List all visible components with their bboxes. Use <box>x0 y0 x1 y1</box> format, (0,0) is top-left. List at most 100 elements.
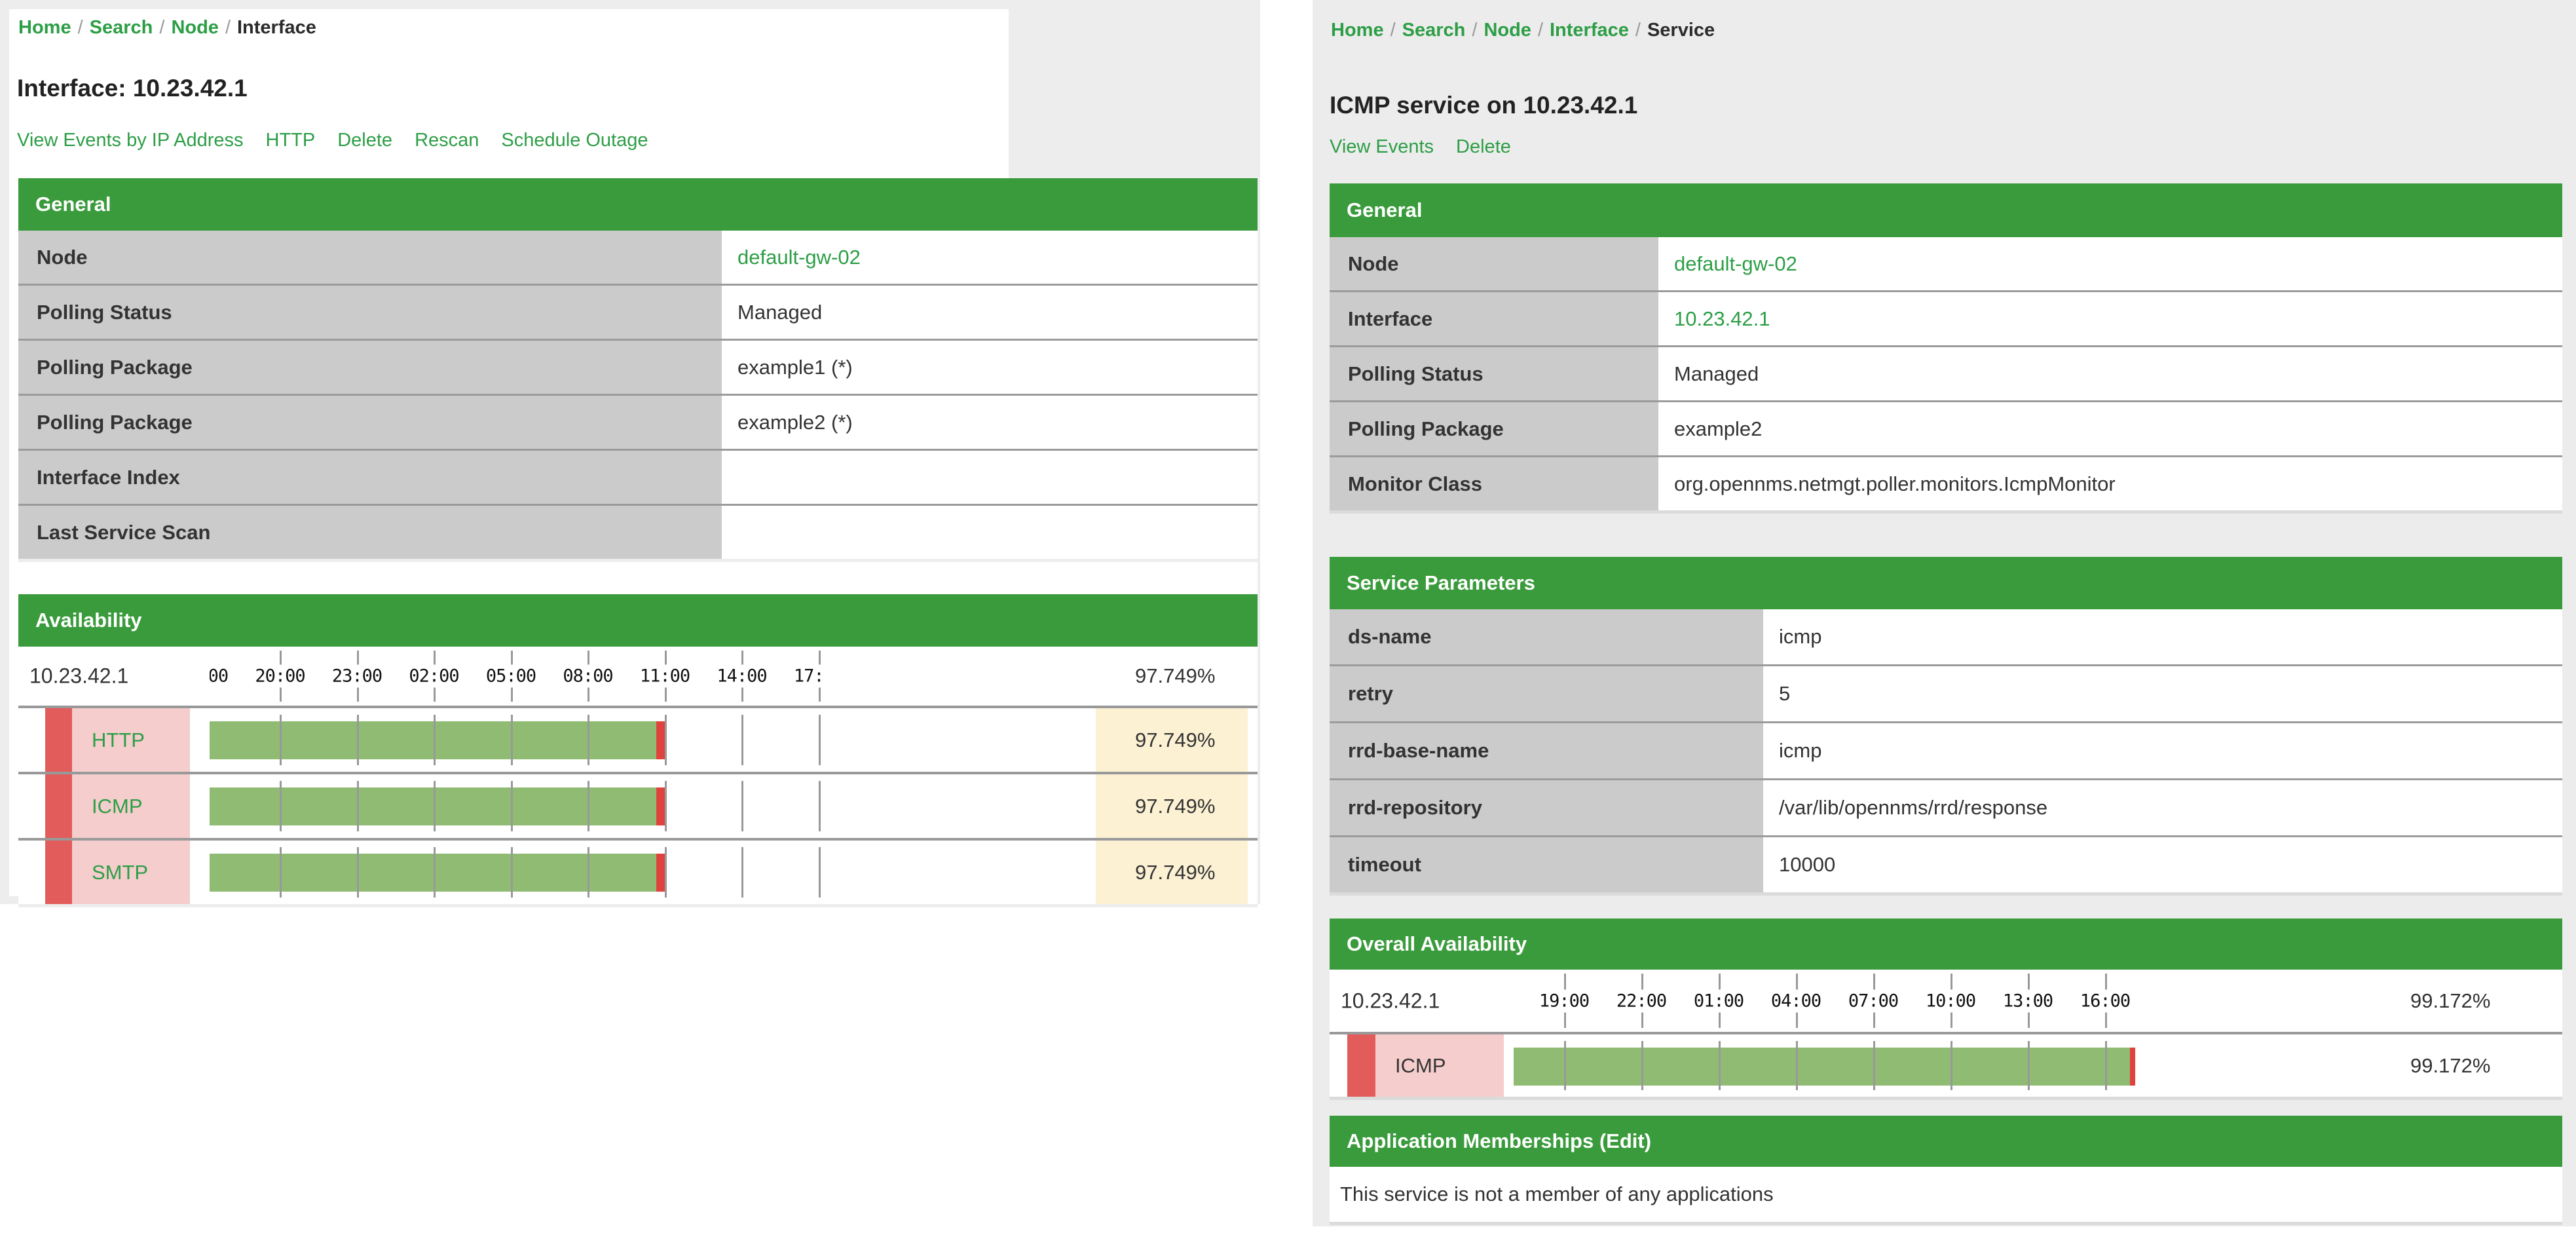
row-label: Polling Status <box>1330 347 1658 400</box>
action-link-view-events-by-ip-address[interactable]: View Events by IP Address <box>17 130 244 151</box>
axis-tick <box>818 847 821 898</box>
breadcrumb-item-home[interactable]: Home <box>18 17 71 38</box>
action-link-schedule-outage[interactable]: Schedule Outage <box>501 130 648 151</box>
service-link-http[interactable]: HTTP <box>92 728 145 751</box>
table-row: Polling Package example2 <box>1330 400 2562 455</box>
row-value-link[interactable]: default-gw-02 <box>737 245 861 269</box>
row-value: icmp <box>1763 723 2562 778</box>
table-row: timeout 10000 <box>1330 835 2562 892</box>
outage-indicator-strip <box>45 774 72 838</box>
service-page: Home / Search / Node / Interface / Service ICMP … <box>1313 0 2576 1226</box>
table-header: General <box>1330 183 2562 237</box>
table-row: Node default-gw-02 <box>1330 237 2562 290</box>
service-link-icmp[interactable]: ICMP <box>92 794 143 818</box>
axis-tick <box>1951 1041 1952 1090</box>
row-value: example2 <box>1658 402 2562 455</box>
row-value: default-gw-02 <box>1658 237 2562 290</box>
axis-tick <box>818 781 821 831</box>
time-label: 23:00 <box>329 664 384 688</box>
axis-tick <box>2105 1041 2107 1090</box>
availability-row: HTTP 97.749% <box>18 706 1258 772</box>
breadcrumb-item-node[interactable]: Node <box>171 17 219 38</box>
bar-up-segment <box>210 721 656 759</box>
axis-tick <box>1564 1041 1566 1090</box>
bar-up-segment <box>1514 1048 2130 1086</box>
time-label: 04:00 <box>1768 989 1823 1012</box>
action-link-rescan[interactable]: Rescan <box>415 130 479 151</box>
axis-tick <box>588 781 589 831</box>
breadcrumb-item-node[interactable]: Node <box>1484 20 1531 41</box>
table-row: Polling Package example1 (*) <box>18 339 1258 394</box>
outage-indicator-strip <box>1347 1034 1375 1097</box>
row-label: Interface Index <box>18 451 722 504</box>
axis-tick <box>588 715 589 765</box>
breadcrumb-item-interface: Interface <box>237 17 316 38</box>
breadcrumb-separator: / <box>1635 20 1641 41</box>
time-label: 02:00 <box>407 664 461 688</box>
row-label: Polling Package <box>1330 402 1658 455</box>
row-value-link[interactable]: default-gw-02 <box>1674 252 1797 275</box>
bar-down-segment <box>656 721 667 759</box>
breadcrumb-item-interface[interactable]: Interface <box>1550 20 1629 41</box>
row-label: Polling Package <box>18 341 722 394</box>
ip-label: 10.23.42.1 <box>1341 989 1440 1012</box>
action-link-http[interactable]: HTTP <box>265 130 316 151</box>
row-label: Node <box>1330 237 1658 290</box>
row-label: rrd-repository <box>1330 780 1763 835</box>
availability-row: ICMP 97.749% <box>18 772 1258 838</box>
service-name-cell: SMTP <box>72 841 190 904</box>
breadcrumb-item-search[interactable]: Search <box>89 17 153 38</box>
axis-tick <box>280 715 282 765</box>
table-row: Interface 10.23.42.1 <box>1330 290 2562 345</box>
row-label: Interface <box>1330 292 1658 345</box>
row-label: Node <box>18 231 722 284</box>
page-background-corner <box>1009 9 1258 178</box>
action-link-delete[interactable]: Delete <box>1456 136 1511 157</box>
row-value-link[interactable]: 10.23.42.1 <box>1674 307 1770 330</box>
axis-tick <box>434 715 436 765</box>
availability-bar <box>210 708 822 772</box>
breadcrumb-separator: / <box>159 17 165 38</box>
bar-down-segment <box>2130 1048 2135 1086</box>
time-label: 19:00 <box>1537 989 1592 1012</box>
row-label: Last Service Scan <box>18 506 722 559</box>
availability-row: SMTP 97.749% <box>18 838 1258 904</box>
axis-tick <box>664 847 667 898</box>
page-title: Interface: 10.23.42.1 <box>17 75 248 102</box>
service-link-smtp[interactable]: SMTP <box>92 860 149 884</box>
breadcrumb-separator: / <box>1472 20 1478 41</box>
availability-axis-row: 10.23.42.1 19:00 22:00 01:00 04:00 07:00 10:00… <box>1330 970 2562 1032</box>
availability-bar <box>210 774 822 838</box>
row-label: Polling Status <box>18 286 722 339</box>
membership-note: This service is not a member of any appl… <box>1330 1167 2562 1222</box>
action-link-view-events[interactable]: View Events <box>1330 136 1434 157</box>
table-header: Application Memberships (Edit) <box>1330 1116 2562 1167</box>
action-links: View Events by IP Address HTTP Delete Resca… <box>17 130 671 151</box>
action-link-delete[interactable]: Delete <box>337 130 393 151</box>
table-row: Polling Status Managed <box>18 284 1258 339</box>
table-body: 10.23.42.1 19:00 22:00 01:00 04:00 07:00 10:00… <box>1330 970 2562 1097</box>
time-label: 10:00 <box>1923 989 1978 1012</box>
table-row: Polling Status Managed <box>1330 345 2562 400</box>
row-value: Managed <box>1658 347 2562 400</box>
breadcrumb-item-home[interactable]: Home <box>1331 20 1384 41</box>
time-label: 13:00 <box>2000 989 2055 1012</box>
table-body: ds-name icmp retry 5 rrd-base-name icmp rrd-re… <box>1330 609 2562 892</box>
row-label: rrd-base-name <box>1330 723 1763 778</box>
breadcrumb: Home / Search / Node / Interface <box>18 17 316 39</box>
time-label: 22:00 <box>1614 989 1669 1012</box>
axis-tick <box>356 715 359 765</box>
table-row: retry 5 <box>1330 664 2562 721</box>
table-row: rrd-base-name icmp <box>1330 721 2562 778</box>
table-row: Last Service Scan <box>18 504 1258 559</box>
axis-tick <box>1796 1041 1798 1090</box>
axis-tick <box>741 715 743 765</box>
service-parameters-table: Service Parameters ds-name icmp retry 5 rrd-… <box>1330 557 2562 892</box>
breadcrumb-item-search[interactable]: Search <box>1402 20 1466 41</box>
table-header: Service Parameters <box>1330 557 2562 609</box>
table-body: Node default-gw-02 Interface 10.23.42.1 Poll… <box>1330 237 2562 510</box>
axis-tick <box>588 847 589 898</box>
percent-cell <box>1096 774 1248 838</box>
availability-overall-percent: 99.172% <box>2410 989 2491 1012</box>
